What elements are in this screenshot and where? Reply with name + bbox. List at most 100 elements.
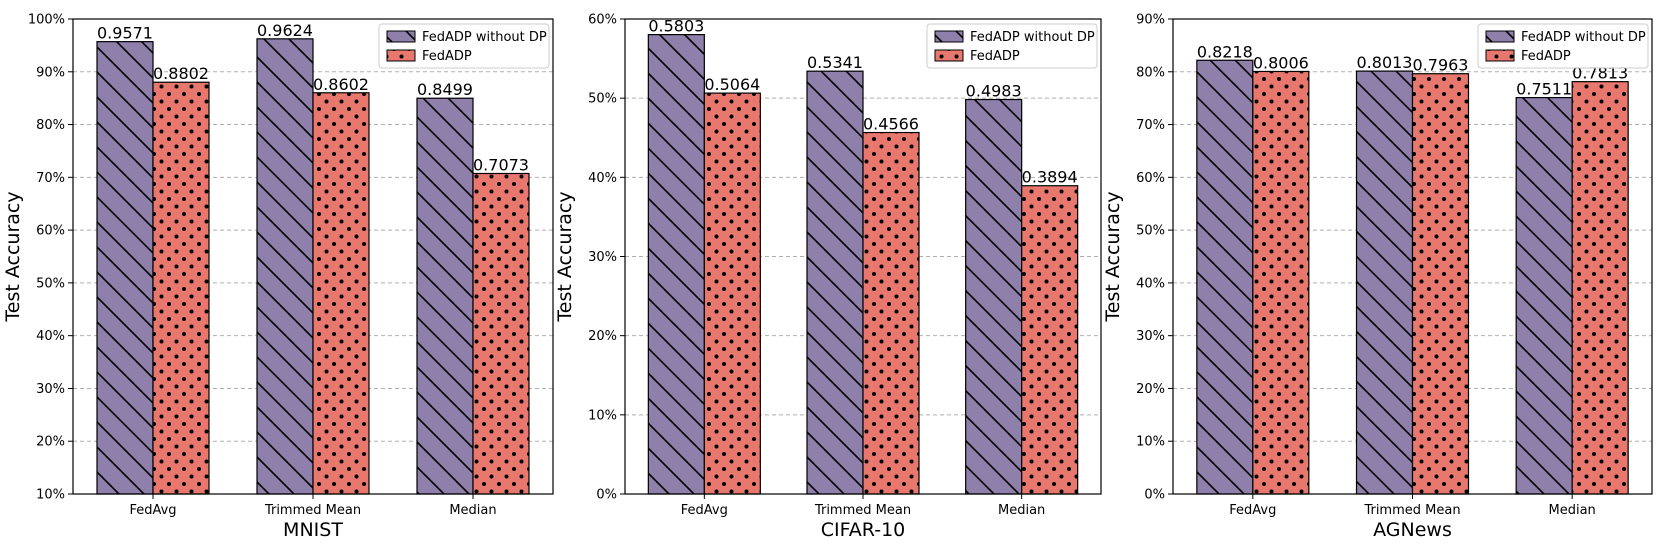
- x-axis-label: CIFAR-10: [821, 519, 906, 541]
- y-tick-label: 80%: [36, 118, 65, 133]
- x-axis-label: MNIST: [283, 519, 343, 541]
- legend: FedADP without DP FedADP: [1477, 23, 1649, 69]
- x-tick-label: FedAvg: [129, 503, 176, 518]
- x-tick-label: Median: [1549, 503, 1596, 518]
- bar-hatch: [806, 70, 864, 495]
- data-label: 0.7073: [473, 155, 529, 174]
- data-label: 0.7511: [1516, 80, 1572, 99]
- y-tick-label: 40%: [588, 171, 617, 186]
- y-tick-label: 10%: [1136, 435, 1165, 450]
- chart-panel-3: 0% 10% 20% 30% 40% 50% 60% 70% 80% 90% 0.82180.800…: [1102, 13, 1653, 541]
- bar-hatch: [703, 92, 761, 495]
- legend: FedADP without DP FedADP: [926, 23, 1098, 69]
- legend-swatch-hatch: [1485, 30, 1515, 43]
- legend-swatch-hatch: [934, 49, 964, 62]
- legend-label: FedADP without DP: [1521, 30, 1646, 45]
- legend-box: [926, 23, 1098, 69]
- legend-swatch-hatch: [934, 30, 964, 43]
- plot-frame: [72, 18, 554, 495]
- legend-label: FedADP: [970, 49, 1020, 64]
- x-tick-label: Trimmed Mean: [264, 503, 361, 518]
- x-tick-label: FedAvg: [681, 503, 728, 518]
- data-label: 0.4566: [863, 115, 919, 134]
- data-label: 0.4983: [966, 82, 1022, 101]
- bar-hatch: [1515, 96, 1573, 495]
- data-label: 0.8802: [153, 64, 209, 83]
- y-tick-label: 10%: [36, 488, 65, 503]
- bar-hatch: [647, 33, 705, 495]
- bar-hatch: [1252, 70, 1310, 495]
- bar-hatch: [152, 81, 210, 495]
- y-tick-label: 80%: [1136, 65, 1165, 80]
- chart-panel-2: 0% 10% 20% 30% 40% 50% 60% 0.5803 0.5064 FedAvg 0.…: [554, 13, 1102, 541]
- plot-frame: [624, 18, 1102, 495]
- data-label: 0.8013: [1357, 53, 1413, 72]
- bar-hatch: [256, 38, 314, 495]
- bar-hatch: [1571, 81, 1629, 495]
- plot-frame: [1172, 18, 1653, 495]
- x-tick-label: FedAvg: [1229, 503, 1276, 518]
- y-tick-label: 60%: [36, 224, 65, 239]
- data-label: 0.8499: [417, 80, 473, 99]
- y-tick-label: 20%: [36, 435, 65, 450]
- legend-label: FedADP: [422, 49, 472, 64]
- legend-label: FedADP without DP: [970, 30, 1095, 45]
- legend-box: [1477, 23, 1649, 69]
- y-tick-label: 30%: [36, 382, 65, 397]
- data-label: 0.8218: [1197, 42, 1253, 61]
- y-tick-label: 60%: [588, 13, 617, 28]
- legend: FedADP without DP FedADP: [378, 23, 550, 69]
- y-tick-label: 50%: [1136, 224, 1165, 239]
- bar-hatch: [472, 172, 530, 495]
- data-label: 0.5064: [704, 75, 760, 94]
- legend-box: [378, 23, 550, 69]
- data-label: 0.8006: [1253, 53, 1309, 72]
- x-tick-label: Median: [449, 503, 496, 518]
- data-label: 0.9624: [257, 21, 313, 40]
- data-label: 0.5341: [807, 53, 863, 72]
- y-tick-label: 70%: [1136, 118, 1165, 133]
- data-label: 0.3894: [1022, 168, 1078, 187]
- x-tick-label: Median: [998, 503, 1045, 518]
- legend-swatch-hatch: [1485, 49, 1515, 62]
- y-tick-label: 40%: [1136, 276, 1165, 291]
- y-tick-label: 90%: [36, 65, 65, 80]
- bar-hatch: [1411, 73, 1470, 495]
- x-axis-label: AGNews: [1373, 519, 1452, 541]
- bar-hatch: [1355, 70, 1414, 495]
- chart-panel-1: 10% 20% 30% 40% 50% 60% 70% 80% 90% 100% 0.9571 0.8…: [2, 13, 554, 541]
- y-tick-label: 10%: [588, 408, 617, 423]
- y-tick-label: 30%: [1136, 329, 1165, 344]
- bar-hatch: [1021, 185, 1079, 495]
- y-tick-label: 100%: [28, 13, 65, 28]
- y-tick-label: 70%: [36, 171, 65, 186]
- data-label: 0.9571: [97, 24, 153, 43]
- y-tick-label: 20%: [1136, 382, 1165, 397]
- data-label: 0.7963: [1413, 56, 1469, 75]
- y-tick-label: 20%: [588, 329, 617, 344]
- y-tick-label: 60%: [1136, 171, 1165, 186]
- y-axis-label: Test Accuracy: [2, 191, 24, 322]
- y-tick-label: 50%: [588, 92, 617, 107]
- legend-swatch-hatch: [386, 49, 416, 62]
- bar-hatch: [416, 97, 474, 495]
- legend-label: FedADP: [1521, 49, 1571, 64]
- x-tick-label: Trimmed Mean: [814, 503, 911, 518]
- bar-hatch: [1196, 59, 1254, 495]
- chart-panels: 10% 20% 30% 40% 50% 60% 70% 80% 90% 100% 0.9571 0.8…: [2, 13, 1653, 541]
- bar-hatch: [96, 41, 154, 495]
- y-tick-label: 0%: [1144, 488, 1165, 503]
- legend-label: FedADP without DP: [422, 30, 547, 45]
- bar-hatch: [965, 98, 1023, 495]
- legend-swatch-hatch: [386, 30, 416, 43]
- bar-hatch: [312, 92, 370, 495]
- y-tick-label: 40%: [36, 329, 65, 344]
- data-label: 0.8602: [313, 75, 369, 94]
- data-label: 0.5803: [648, 17, 704, 36]
- y-axis-label: Test Accuracy: [554, 191, 576, 322]
- y-tick-label: 50%: [36, 276, 65, 291]
- y-axis-label: Test Accuracy: [1102, 191, 1124, 322]
- y-tick-label: 0%: [596, 488, 617, 503]
- y-tick-label: 30%: [588, 250, 617, 265]
